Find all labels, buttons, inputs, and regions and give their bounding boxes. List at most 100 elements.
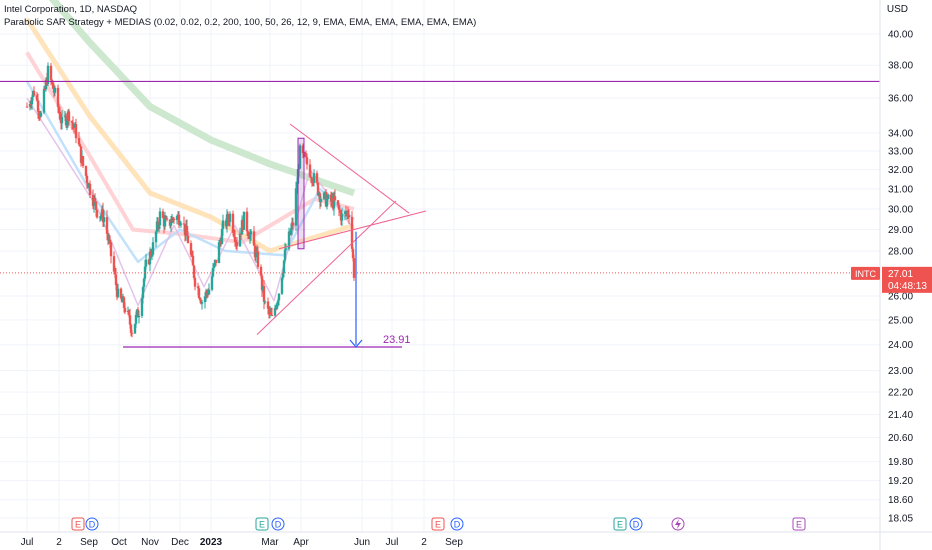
- candle-body: [151, 242, 155, 255]
- x-tick-label: 2: [56, 537, 62, 548]
- earnings-marker: E: [796, 520, 802, 530]
- candle-body: [74, 124, 78, 139]
- highlight-box: [297, 137, 305, 250]
- earnings-marker-bg: [431, 517, 445, 531]
- candle-body: [114, 274, 118, 285]
- candle-body: [84, 166, 88, 176]
- candle-body: [295, 183, 299, 189]
- earnings-marker-bg: [792, 517, 806, 531]
- candle-body: [127, 310, 131, 316]
- drawings: 23.91: [0, 80, 880, 348]
- candle-body: [149, 251, 153, 256]
- price-tag: 27.01: [888, 269, 913, 280]
- candle-body: [312, 173, 316, 183]
- candle-body: [346, 211, 350, 216]
- candle-body: [179, 223, 183, 225]
- candle-body: [269, 311, 273, 315]
- x-tick-label: Sep: [445, 537, 463, 548]
- candle-body: [347, 215, 351, 218]
- candle-body: [71, 122, 75, 126]
- x-tick-label: Oct: [111, 537, 127, 548]
- candle-body: [350, 217, 354, 249]
- candle-body: [325, 199, 329, 207]
- candle-body: [186, 235, 190, 244]
- candle-body: [283, 249, 287, 261]
- candle-body: [198, 297, 202, 301]
- candle-body: [178, 224, 182, 226]
- candle-body: [303, 152, 307, 157]
- candle-body: [136, 309, 140, 318]
- candle-body: [336, 200, 340, 206]
- candle-body: [129, 324, 133, 333]
- candle-body: [60, 116, 64, 124]
- x-tick-label: Mar: [261, 537, 279, 548]
- candle-body: [155, 221, 159, 232]
- y-tick-label: 30.00: [888, 204, 913, 215]
- candle-body: [197, 288, 201, 298]
- price-tag-bg: [882, 266, 932, 293]
- candle-body: [318, 193, 322, 202]
- candle-body: [140, 298, 144, 316]
- x-tick-label: Dec: [171, 537, 189, 548]
- earnings-marker: E: [435, 520, 441, 530]
- candle-body: [275, 303, 279, 309]
- y-tick-label: 34.00: [888, 128, 913, 139]
- candle-body: [94, 201, 98, 210]
- candle-body: [172, 218, 176, 221]
- chart-grid: [0, 0, 880, 532]
- candle-body: [248, 234, 252, 239]
- candle-body: [301, 145, 305, 154]
- candle-body: [28, 103, 32, 107]
- trendline-lower-support: [256, 200, 397, 336]
- candle-body: [37, 111, 41, 115]
- candle-body: [263, 301, 267, 303]
- candle-body: [242, 211, 246, 230]
- candle-body: [158, 211, 162, 226]
- candle-body: [260, 275, 264, 291]
- dividend-marker-bg: [450, 517, 464, 531]
- earnings-marker-bg: [613, 517, 627, 531]
- x-tick-label: 2023: [200, 537, 223, 548]
- candle-body: [157, 225, 161, 227]
- candle-body: [113, 271, 117, 275]
- y-tick-label: 28.00: [888, 246, 913, 257]
- trendline-upper-resistance: [289, 123, 410, 214]
- candle-body: [109, 242, 113, 257]
- candle-body: [340, 213, 344, 221]
- candle-body: [304, 156, 308, 158]
- candle-body: [189, 243, 193, 255]
- candle-body: [144, 259, 148, 267]
- y-tick-label: 31.00: [888, 185, 913, 196]
- candle-body: [214, 259, 218, 263]
- candle-body: [105, 217, 109, 234]
- candle-body: [190, 254, 194, 256]
- candle-body: [246, 231, 250, 236]
- candle-body: [228, 213, 232, 222]
- y-tick-label: 24.00: [888, 340, 913, 351]
- candle-body: [333, 196, 337, 201]
- x-tick-label: Jul: [21, 537, 34, 548]
- candle-body: [245, 211, 249, 232]
- candle-body: [193, 277, 197, 287]
- symbol-tag: INTC: [855, 269, 876, 279]
- y-tick-label: 19.80: [888, 457, 913, 468]
- candle-body: [143, 266, 147, 279]
- candle-body: [29, 103, 33, 105]
- candle-body: [98, 216, 102, 218]
- y-tick-label: 33.00: [888, 147, 913, 158]
- candle-body: [171, 217, 175, 219]
- candle-body: [134, 314, 138, 324]
- candle-body: [322, 192, 326, 200]
- y-tick-label: 38.00: [888, 61, 913, 72]
- candle-body: [256, 251, 260, 267]
- candle-body: [30, 97, 34, 105]
- dividend-marker: D: [633, 520, 640, 530]
- y-tick-label: 32.00: [888, 165, 913, 176]
- y-tick-label: 18.60: [888, 495, 913, 506]
- candle-body: [225, 214, 229, 227]
- x-tick-label: Apr: [293, 537, 309, 548]
- indicator-label[interactable]: Parabolic SAR Strategy + MEDIAS (0.02, 0…: [4, 17, 477, 28]
- dividend-marker-bg: [271, 517, 285, 531]
